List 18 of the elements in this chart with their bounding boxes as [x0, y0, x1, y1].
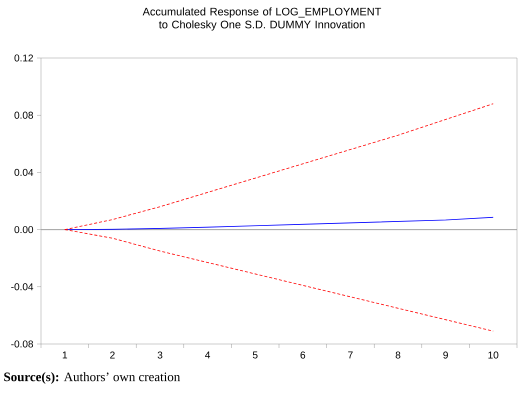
chart-title: Accumulated Response of LOG_EMPLOYMENT to Cholesky One S.D. DUMMY Innovation: [142, 7, 382, 31]
x-tick-label: 10: [488, 352, 498, 359]
x-tick-label: 6: [300, 352, 306, 359]
text: Source(s): Authors’ own creation: [4, 372, 180, 384]
y-tick-label: -0.04: [11, 283, 34, 290]
y-tick-label: -0.08: [11, 340, 34, 348]
x-tick-label: 9: [443, 352, 448, 359]
x-tick-label: 7: [348, 352, 353, 358]
y-tick-label: 0.12: [14, 54, 33, 62]
y-tick-label: 0.08: [14, 112, 34, 119]
x-tick-label: 4: [205, 352, 210, 358]
x-tick-label: 1: [62, 352, 68, 358]
x-tick-label: 3: [158, 352, 162, 359]
y-tick-label: 0.00: [14, 226, 34, 234]
y-tick-label: 0.04: [14, 168, 34, 176]
x-tick-label: 5: [252, 352, 258, 358]
x-tick-label: 8: [396, 352, 400, 359]
x-tick-label: 2: [110, 352, 115, 358]
